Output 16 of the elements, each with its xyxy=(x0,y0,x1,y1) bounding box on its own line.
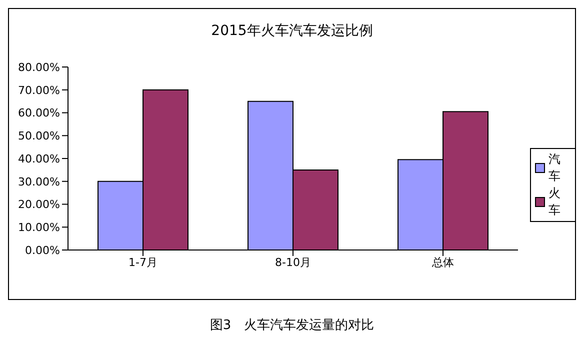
x-tick-label: 总体 xyxy=(431,256,454,269)
y-tick-label: 30.00% xyxy=(18,175,60,188)
y-tick-label: 40.00% xyxy=(18,152,60,166)
y-tick-label: 10.00% xyxy=(18,221,60,234)
legend-label: 火车 xyxy=(548,185,562,219)
y-tick-label: 60.00% xyxy=(18,106,60,120)
y-tick-label: 80.00% xyxy=(18,60,60,74)
y-tick-label: 20.00% xyxy=(18,198,60,212)
chart-title: 2015年火车汽车发运比例 xyxy=(210,22,374,40)
x-tick-label: 8-10月 xyxy=(275,256,311,269)
y-tick-label: 0.00% xyxy=(25,244,60,257)
y-tick-label: 50.00% xyxy=(18,130,60,143)
y-tick-label: 70.00% xyxy=(18,84,60,97)
legend-label: 汽车 xyxy=(548,151,562,185)
caption: 图3 火车汽车发运量的对比 xyxy=(208,317,376,334)
x-tick-label: 1-7月 xyxy=(128,256,158,269)
